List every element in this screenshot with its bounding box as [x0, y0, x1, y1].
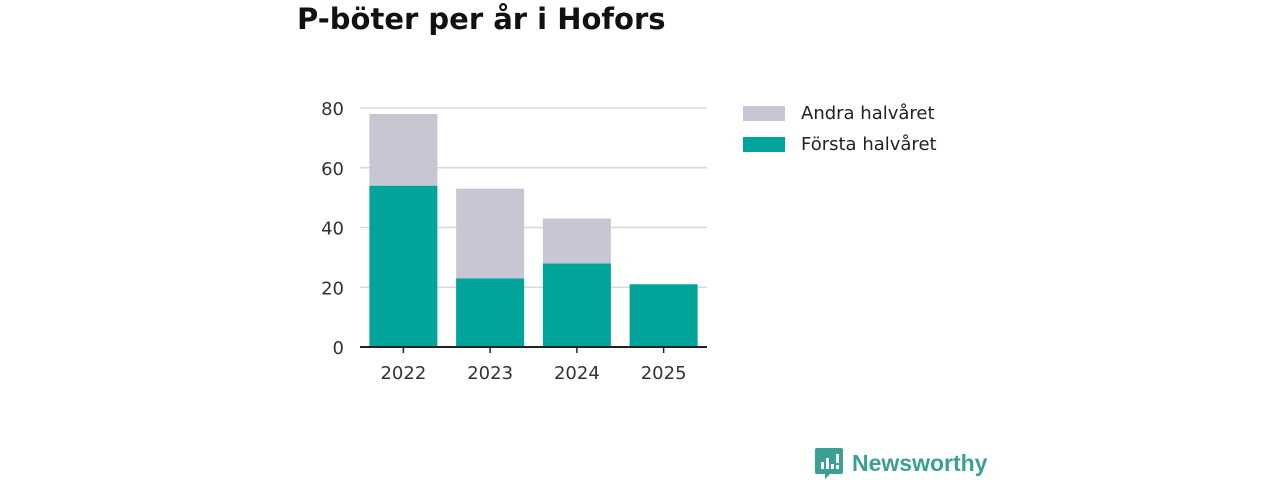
x-tick-label: 2022	[380, 363, 426, 384]
newsworthy-logo-icon	[815, 448, 843, 479]
brand-name: Newsworthy	[852, 449, 988, 476]
legend-item-forsta-halvaret: Första halvåret	[743, 129, 937, 160]
x-tick-label: 2023	[467, 363, 513, 384]
bar-2024-forsta-halvaret	[542, 263, 611, 347]
x-tick-label: 2025	[641, 363, 687, 384]
bar-2025-forsta-halvaret	[629, 284, 698, 347]
chart-title: P-böter per år i Hofors	[297, 2, 666, 36]
legend-label-forsta-halvaret: Första halvåret	[801, 134, 937, 155]
legend-swatch-andra-halvaret	[743, 106, 785, 121]
y-tick-label: 20	[321, 278, 344, 299]
bar-2023-forsta-halvaret	[456, 278, 525, 347]
bar-2024-andra-halvaret	[542, 218, 611, 264]
axes: 0 20 40 60 80 2022 2023 2024 2025	[321, 99, 707, 384]
legend-swatch-forsta-halvaret	[743, 137, 785, 152]
x-tick-label: 2024	[554, 363, 600, 384]
bar-2023-andra-halvaret	[456, 188, 525, 279]
newsworthy-brand[interactable]: Newsworthy	[814, 446, 987, 480]
legend-item-andra-halvaret: Andra halvåret	[743, 98, 937, 129]
legend: Andra halvåret Första halvåret	[743, 98, 937, 160]
y-tick-label: 80	[321, 99, 344, 120]
y-tick-label: 60	[321, 159, 344, 180]
legend-label-andra-halvaret: Andra halvåret	[801, 103, 935, 124]
y-tick-label: 0	[333, 338, 344, 359]
bars	[369, 113, 698, 347]
bar-2022-forsta-halvaret	[369, 185, 438, 347]
y-tick-label: 40	[321, 219, 344, 240]
bar-2022-andra-halvaret	[369, 113, 438, 186]
